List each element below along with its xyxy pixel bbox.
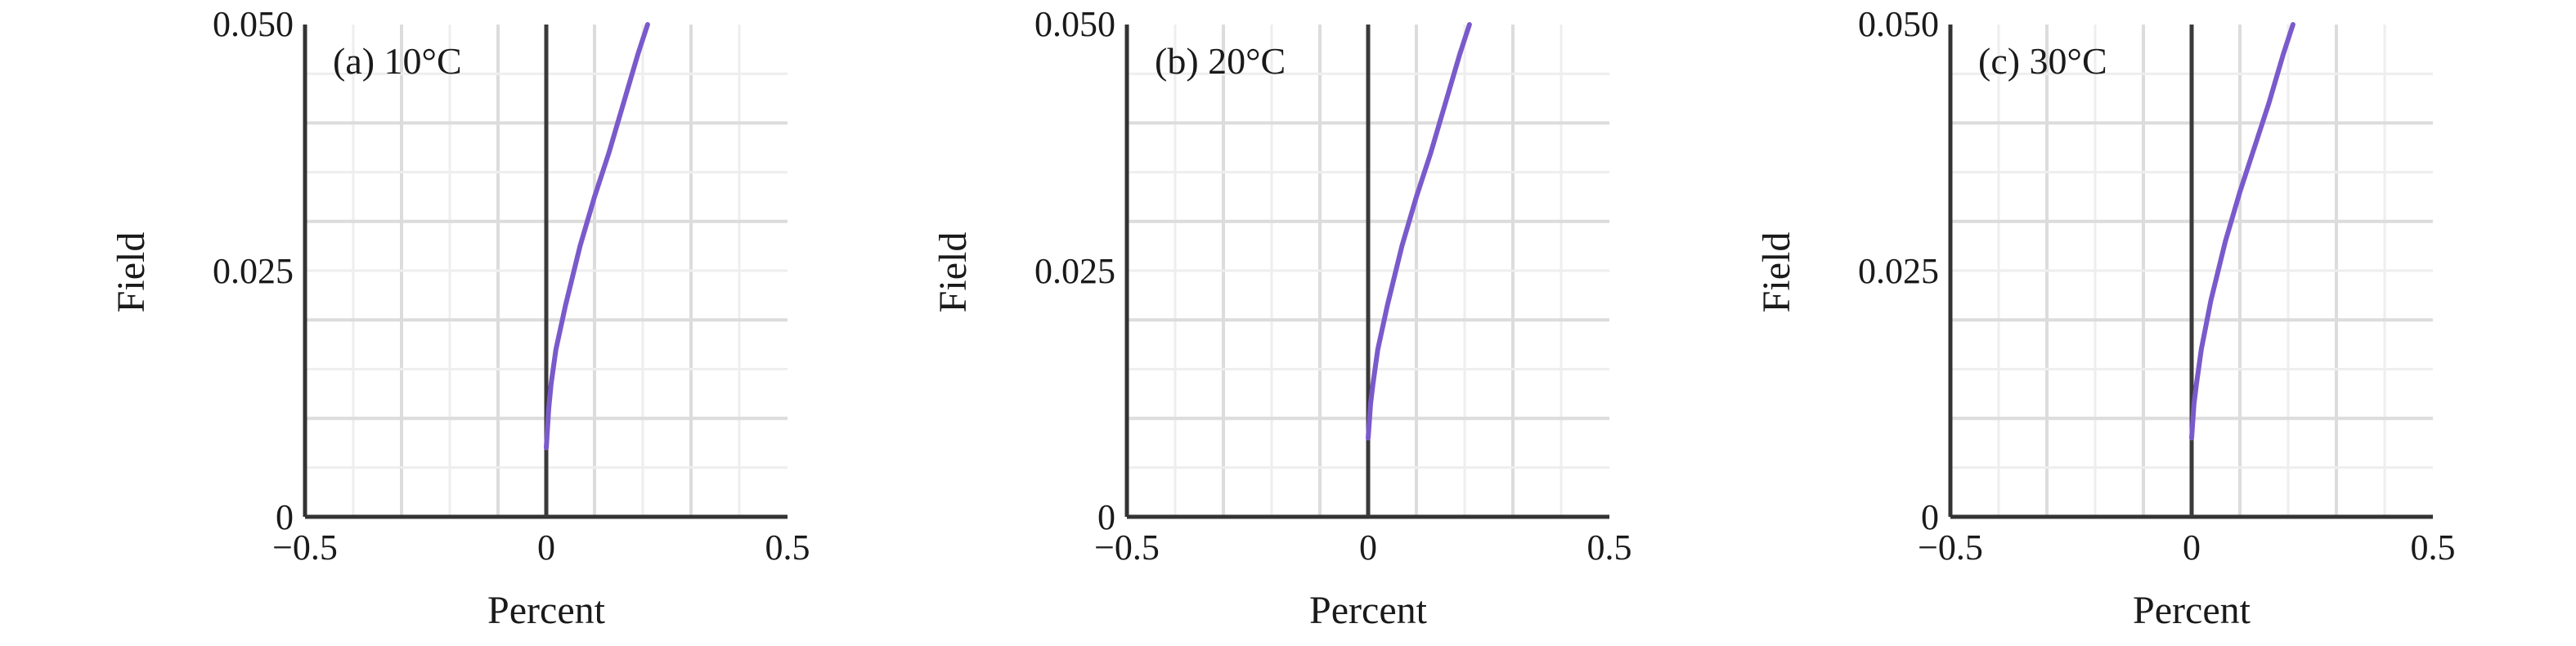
panel-label: (c) 30°C (1978, 40, 2107, 82)
y-tick-label: 0 (1921, 497, 1939, 537)
y-tick-label: 0.050 (1034, 4, 1115, 44)
x-tick-label: 0.5 (1587, 527, 1632, 567)
y-tick-label: 0 (1097, 497, 1115, 537)
y-tick-label: 0 (276, 497, 294, 537)
series-line (1366, 22, 1472, 441)
panel-label: (a) 10°C (333, 40, 462, 82)
x-axis-label: Percent (2133, 589, 2251, 632)
y-axis-label: Field (110, 232, 153, 313)
series-line (544, 22, 650, 451)
y-axis-label: Field (1755, 232, 1798, 313)
panel-label: (b) 20°C (1155, 40, 1286, 82)
x-tick-label: 0 (537, 527, 555, 567)
x-tick-label: −0.5 (1918, 527, 1983, 567)
x-axis-label: Percent (1309, 589, 1428, 632)
x-tick-label: 0 (2183, 527, 2201, 567)
y-tick-label: 0.050 (1858, 4, 1939, 44)
y-tick-label: 0.025 (1034, 251, 1115, 291)
x-tick-label: 0 (1359, 527, 1377, 567)
y-axis-label: Field (931, 232, 975, 313)
x-tick-label: −0.5 (272, 527, 338, 567)
x-tick-label: 0.5 (2411, 527, 2456, 567)
x-tick-label: 0.5 (765, 527, 810, 567)
x-axis-label: Percent (487, 589, 606, 632)
y-tick-label: 0.025 (213, 251, 294, 291)
y-tick-label: 0.050 (213, 4, 294, 44)
series-line (2189, 22, 2296, 441)
y-tick-label: 0.025 (1858, 251, 1939, 291)
x-tick-label: −0.5 (1094, 527, 1160, 567)
